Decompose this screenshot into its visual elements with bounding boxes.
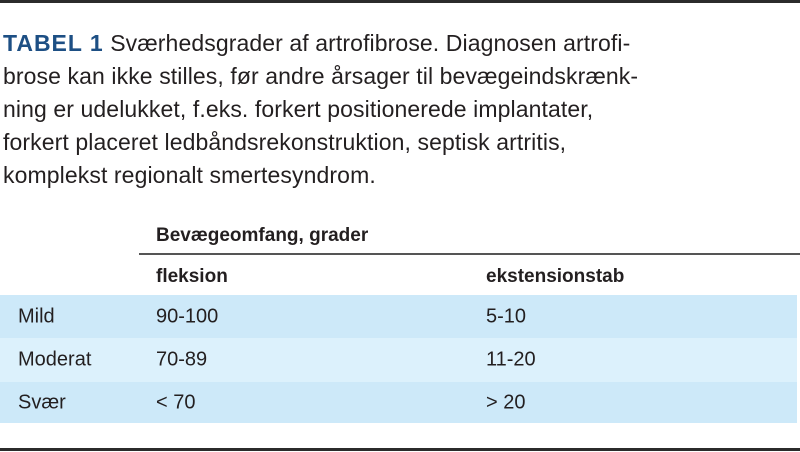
table-label: TABEL 1 <box>3 30 104 56</box>
top-rule <box>0 0 800 3</box>
cell-fleksion: 70-89 <box>156 348 208 371</box>
cell-ekstensionstab: 5-10 <box>486 305 527 327</box>
bottom-rule <box>0 448 800 451</box>
caption-line-4: forkert placeret ledbåndsrekonstruktion,… <box>3 129 567 155</box>
caption-line-1: TABEL 1 Sværhedsgrader af artrofibrose. … <box>3 30 631 56</box>
table-row-moderat: Moderat 70-89 11-20 <box>0 338 797 382</box>
caption-line-5: komplekst regionalt smertesyndrom. <box>3 162 376 188</box>
cell-ekstensionstab: 11-20 <box>486 348 536 371</box>
column-header-ekstensionstab: ekstensionstab <box>486 266 625 287</box>
cell-fleksion: 90-100 <box>156 305 219 327</box>
caption-line-2: brose kan ikke stilles, før andre årsage… <box>3 63 639 89</box>
cell-ekstensionstab: > 20 <box>486 391 526 413</box>
group-rule <box>139 253 800 255</box>
caption-line-3: ning er udelukket, f.eks. forkert positi… <box>3 96 594 122</box>
row-label: Moderat <box>18 348 92 371</box>
row-label: Mild <box>18 305 55 327</box>
table-row-svaer: Svær < 70 > 20 <box>0 382 797 423</box>
table-caption: TABEL 1 Sværhedsgrader af artrofibrose. … <box>3 27 798 192</box>
cell-fleksion: < 70 <box>156 391 196 413</box>
column-header-fleksion: fleksion <box>156 266 228 287</box>
table-row-mild: Mild 90-100 5-10 <box>0 295 797 338</box>
row-label: Svær <box>18 391 66 413</box>
group-header: Bevægeomfang, grader <box>156 225 369 246</box>
